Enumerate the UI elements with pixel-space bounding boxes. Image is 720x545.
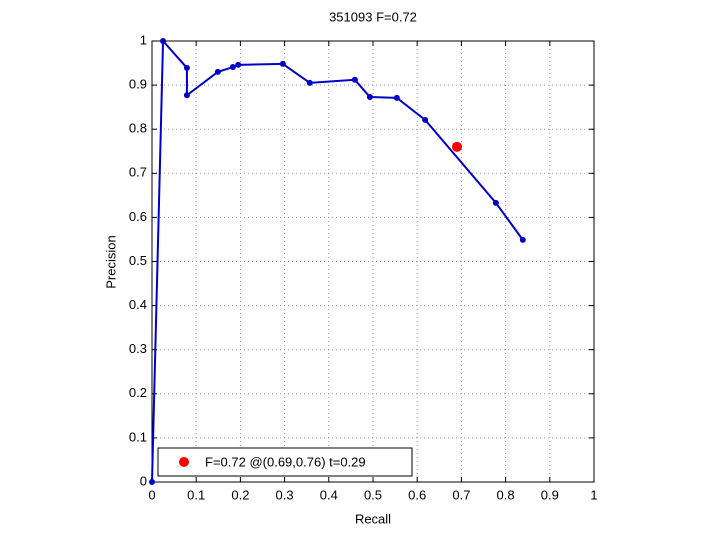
x-tick-label: 0.6	[408, 487, 426, 502]
plot-frame	[151, 40, 595, 483]
point	[351, 76, 358, 83]
point	[229, 64, 236, 71]
point	[183, 92, 190, 99]
x-axis-label: Recall	[355, 511, 391, 526]
legend-label: F=0.72 @(0.69,0.76) t=0.29	[205, 454, 366, 469]
y-tick-label: 0.6	[129, 209, 147, 224]
point	[214, 68, 221, 75]
point	[393, 94, 400, 101]
x-tick-label: 0.9	[541, 487, 559, 502]
point	[451, 141, 462, 152]
x-tick-label: 0.1	[187, 487, 205, 502]
y-tick-label: 0	[140, 473, 147, 488]
y-axis-label: Precision	[103, 235, 118, 288]
point	[279, 60, 286, 67]
chart-title: 351093 F=0.72	[329, 9, 417, 24]
x-tick-label: 0.7	[452, 487, 470, 502]
point	[366, 94, 373, 101]
point	[235, 61, 242, 68]
x-tick-label: 0	[148, 487, 155, 502]
x-tick-label: 0.8	[497, 487, 515, 502]
legend-box	[157, 447, 413, 477]
x-tick-label: 0.3	[276, 487, 294, 502]
point	[422, 116, 429, 123]
legend-marker	[179, 457, 189, 467]
y-tick-label: 0.1	[129, 429, 147, 444]
y-tick-label: 0.2	[129, 385, 147, 400]
x-tick-label: 1	[590, 487, 597, 502]
point	[183, 64, 190, 71]
y-tick-label: 0.3	[129, 341, 147, 356]
point	[160, 38, 167, 44]
y-tick-label: 0.5	[129, 253, 147, 268]
x-tick-label: 0.5	[364, 487, 382, 502]
y-tick-label: 0.7	[129, 165, 147, 180]
point	[306, 79, 313, 86]
y-tick-label: 0.4	[129, 297, 147, 312]
point	[519, 236, 526, 243]
y-tick-label: 0.9	[129, 77, 147, 92]
x-tick-label: 0.4	[320, 487, 338, 502]
y-tick-label: 1	[140, 32, 147, 47]
point	[149, 479, 155, 485]
y-tick-label: 0.8	[129, 121, 147, 136]
x-tick-label: 0.2	[231, 487, 249, 502]
point	[492, 199, 499, 206]
